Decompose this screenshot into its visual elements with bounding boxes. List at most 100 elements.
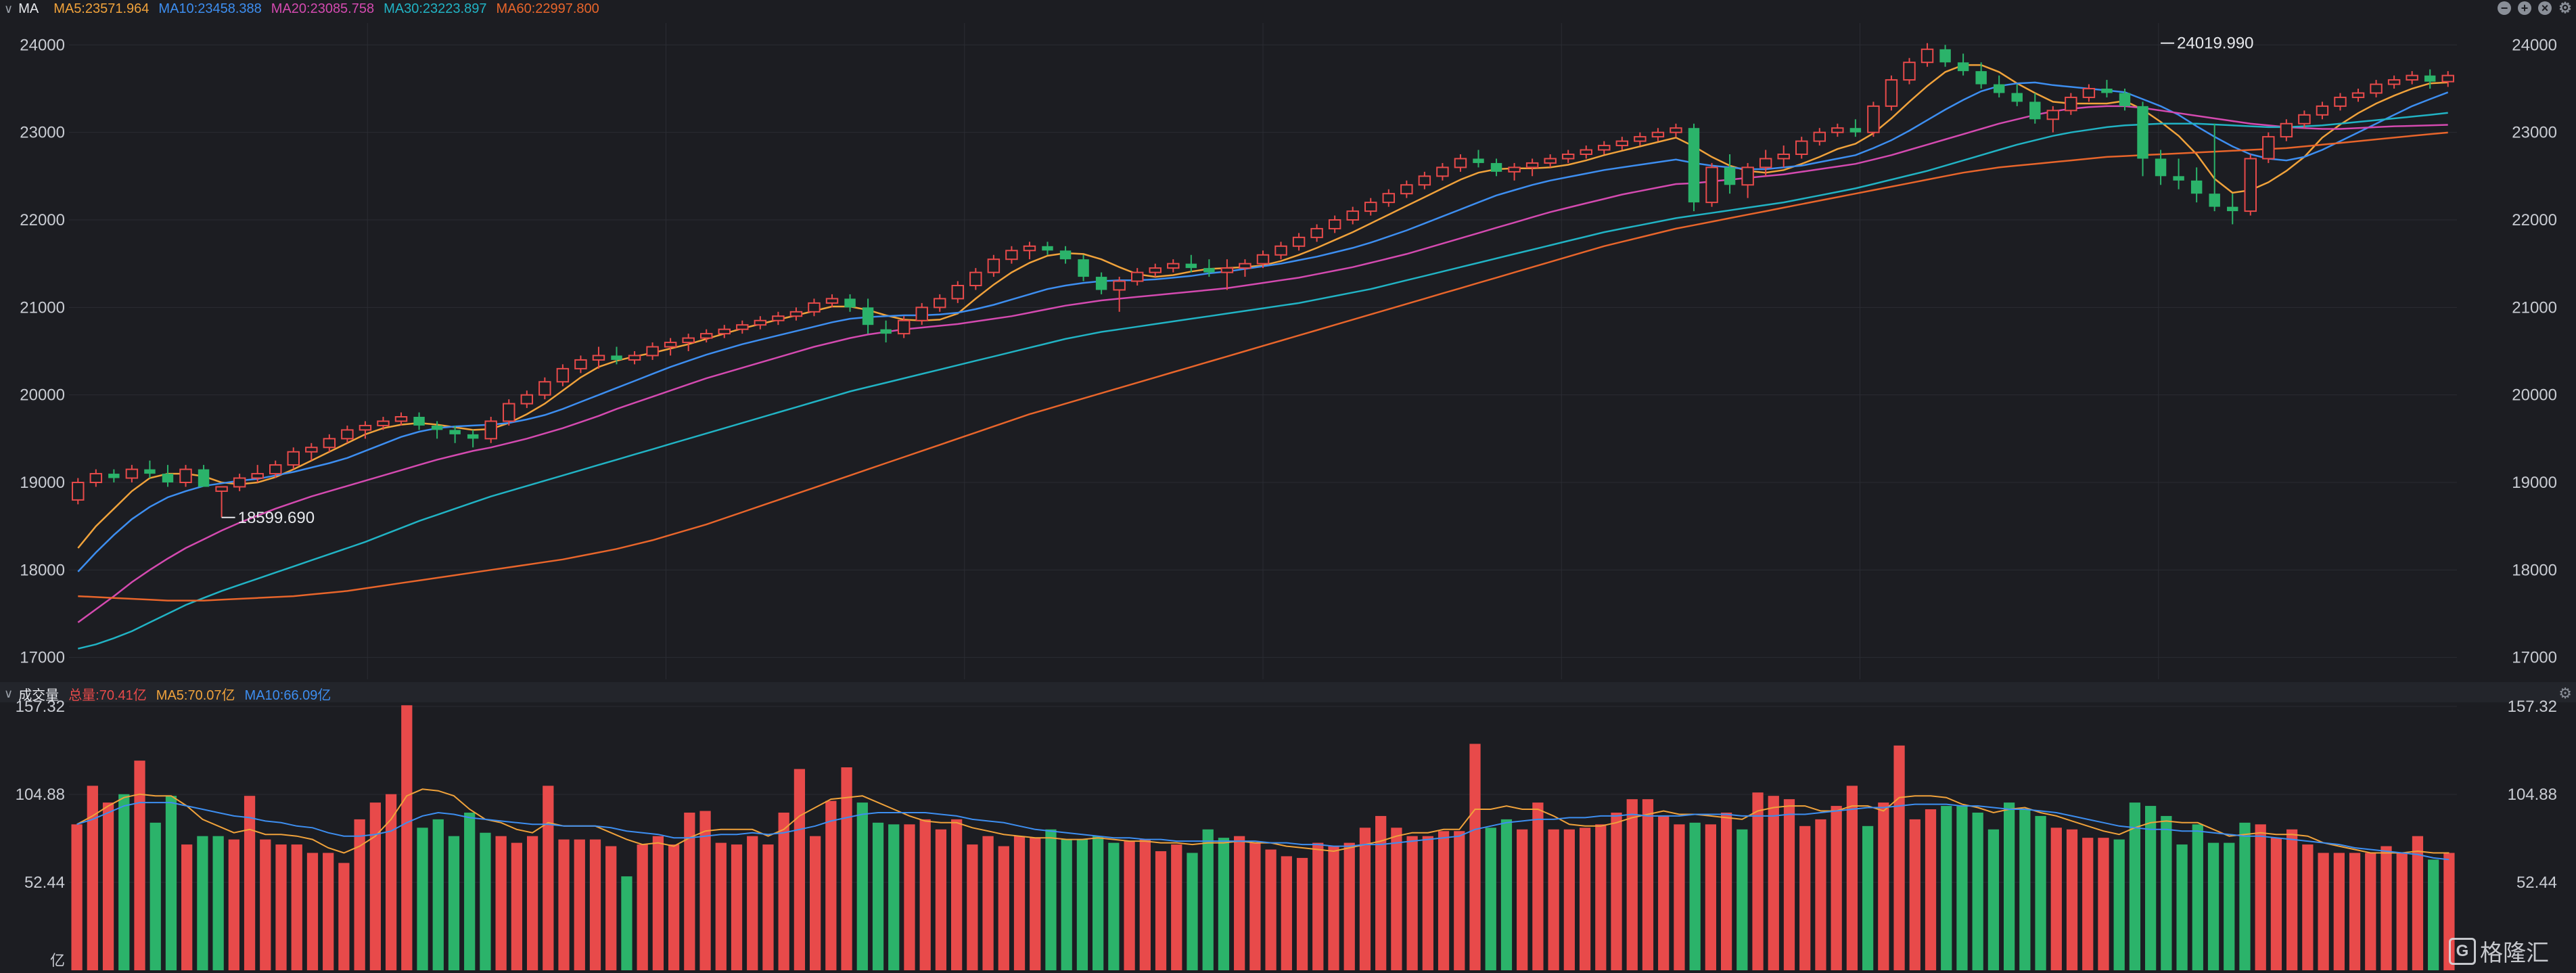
candle-body-up xyxy=(2082,88,2096,98)
volume-bar xyxy=(2412,836,2424,970)
candle-body-up xyxy=(1759,158,1772,168)
candle-body-up xyxy=(1436,166,1449,177)
candle-body-up xyxy=(377,420,390,426)
candle-body-down xyxy=(1724,167,1736,185)
volume-bar xyxy=(668,844,680,970)
volume-bar xyxy=(102,802,114,970)
candle-body-down xyxy=(862,307,874,325)
candle-body-up xyxy=(72,482,85,501)
volume-bar xyxy=(1956,806,1968,970)
candle-body-down xyxy=(1078,259,1089,277)
price-tick-label-left: 20000 xyxy=(20,386,65,405)
plus-icon[interactable]: + xyxy=(2518,1,2531,15)
volume-bar xyxy=(1187,853,1198,970)
volume-bar xyxy=(856,802,868,970)
candle-body-up xyxy=(915,307,928,321)
collapse-chevron-icon[interactable]: ∨ xyxy=(4,1,14,16)
candle-body-up xyxy=(808,302,821,313)
candle-body-up xyxy=(287,451,300,466)
volume-bar xyxy=(448,836,460,970)
volume-bar xyxy=(181,844,193,970)
volume-bar xyxy=(385,794,397,970)
price-panel-background xyxy=(0,19,2576,682)
volume-bar xyxy=(87,786,98,970)
volume-axis: 52.44 52.44 104.88 104.88 157.32 157.32 xyxy=(16,698,2557,892)
candle-body-down xyxy=(1849,128,1862,133)
volume-bar xyxy=(1328,846,1339,970)
candle-body-up xyxy=(1741,166,1754,186)
price-tick-label-left: 24000 xyxy=(20,36,65,54)
candle-body-up xyxy=(1400,184,1413,195)
candle-body-down xyxy=(2155,158,2167,177)
volume-bar xyxy=(1658,815,1670,970)
candle-body-up xyxy=(2280,122,2293,138)
volume-bar xyxy=(1925,809,1937,970)
candle-body-down xyxy=(2424,75,2436,82)
candle-body-up xyxy=(1580,149,1592,156)
candle-body-up xyxy=(772,315,785,321)
volume-bar xyxy=(275,844,287,970)
volume-bar xyxy=(1831,806,1842,970)
volume-bar xyxy=(1815,819,1826,970)
price-panel-name[interactable]: MA xyxy=(18,1,39,16)
volume-bar xyxy=(1642,799,1654,970)
volume-bar xyxy=(967,844,978,970)
volume-bar xyxy=(2380,846,2392,970)
candle-body-down xyxy=(1957,62,1969,72)
collapse-chevron-icon[interactable]: ∨ xyxy=(4,686,14,700)
volume-bar xyxy=(2035,815,2046,970)
volume-bar xyxy=(982,836,994,970)
volume-bar xyxy=(684,812,695,970)
price-annotation: 24019.990 xyxy=(2161,35,2254,53)
volume-bar xyxy=(2003,802,2015,970)
volume-bar xyxy=(134,761,145,970)
candle-body-up xyxy=(754,319,767,326)
candle-body-up xyxy=(574,359,587,369)
close-icon[interactable]: × xyxy=(2538,1,2552,15)
volume-bar xyxy=(1611,812,1622,970)
volume-bar xyxy=(1941,806,1952,970)
candle-body-down xyxy=(144,469,156,474)
volume-bar xyxy=(1045,829,1057,970)
volume-bar xyxy=(306,853,319,970)
candle-body-down xyxy=(108,474,120,478)
volume-bar xyxy=(1359,828,1371,970)
volume-bar xyxy=(2145,806,2157,970)
volume-bar xyxy=(1218,838,1230,970)
volume-bar xyxy=(1595,824,1607,970)
gear-icon[interactable]: ⚙ xyxy=(2558,0,2572,16)
candle-body-up xyxy=(2065,96,2077,112)
candle-body-up xyxy=(1525,162,1539,168)
candle-body-up xyxy=(1795,140,1808,156)
volume-bar xyxy=(150,822,161,970)
price-tick-label-left: 17000 xyxy=(20,649,65,667)
candle-body-up xyxy=(1885,79,1898,107)
candle-body-up xyxy=(682,337,695,344)
candle-body-down xyxy=(162,474,174,482)
candle-body-up xyxy=(1454,158,1467,168)
volume-bar xyxy=(2098,838,2109,970)
price-tick-label-right: 22000 xyxy=(2512,211,2557,229)
volume-bar xyxy=(2365,853,2376,970)
minus-icon[interactable]: − xyxy=(2498,1,2511,15)
candle-body-up xyxy=(628,355,641,361)
candle-body-down xyxy=(1688,128,1700,203)
gear-icon[interactable]: ⚙ xyxy=(2558,685,2572,702)
candle-body-up xyxy=(269,464,282,475)
candle-body-up xyxy=(1239,263,1251,269)
candle-body-up xyxy=(699,333,713,339)
volume-bar xyxy=(2176,844,2188,970)
volume-bar xyxy=(1674,824,1685,970)
volume-ma5-line xyxy=(76,788,2450,854)
volume-bar xyxy=(1343,842,1355,970)
volume-bar xyxy=(2396,853,2408,970)
volume-bar xyxy=(1061,839,1072,970)
volume-bar xyxy=(2255,824,2266,970)
volume-ma5-label: MA5:70.07亿 xyxy=(156,687,235,703)
candle-body-up xyxy=(1615,140,1629,147)
volume-bar xyxy=(1124,841,1135,970)
volume-bar xyxy=(1013,836,1026,970)
volume-panel-name[interactable]: 成交量 xyxy=(18,687,60,703)
volume-bar xyxy=(2192,824,2203,970)
price-grid xyxy=(69,23,2457,679)
